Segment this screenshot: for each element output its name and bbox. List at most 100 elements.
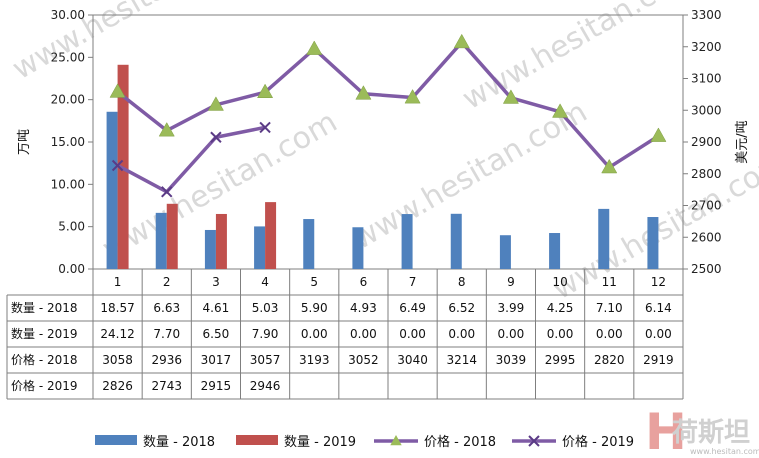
bar-2018-9 (499, 235, 511, 269)
price-2019-point-4 (259, 121, 271, 134)
table-cell: 6.50 (203, 327, 230, 341)
category-label-2: 2 (163, 275, 171, 289)
table-cell: 6.63 (153, 301, 180, 315)
table-cell: 4.93 (350, 301, 377, 315)
table-cell: 3214 (446, 353, 477, 367)
right-axis-tick-label: 3300 (691, 8, 722, 22)
x-marker-stroke (161, 186, 173, 198)
price-2018-point-4 (257, 83, 274, 99)
right-axis-tick-label: 2800 (691, 167, 722, 181)
table-cell: 24.12 (100, 327, 134, 341)
category-label-9: 9 (507, 275, 515, 289)
bar-2018-3 (204, 229, 216, 269)
category-label-12: 12 (651, 275, 666, 289)
price-2019-point-1 (111, 159, 124, 172)
price-2018-point-3 (207, 96, 224, 111)
lines (109, 33, 667, 198)
logo-text: 荷斯坦 (672, 418, 750, 448)
table-cell: 2743 (151, 379, 182, 393)
table-cell: 5.90 (301, 301, 328, 315)
price-2018-point-7 (404, 89, 421, 104)
legend-marker (528, 435, 540, 447)
table-cell: 3058 (102, 353, 133, 367)
category-label-3: 3 (212, 275, 220, 289)
x-marker-stroke (210, 131, 222, 143)
category-label-7: 7 (409, 275, 417, 289)
price-2019-point-3 (210, 131, 222, 143)
logo-url: www.hesitan.com (690, 447, 759, 456)
category-label-1: 1 (114, 275, 122, 289)
legend: 数量 - 2018 数量 - 2019 价格 - 2018 价格 - 2019 (95, 434, 634, 450)
table-cell: 0.00 (547, 327, 574, 341)
table-cell: 6.14 (645, 301, 672, 315)
logo: H 荷斯坦 www.hesitan.com (645, 403, 759, 458)
left-axis-tick-label: 0.00 (58, 262, 85, 276)
table-cell: 3039 (496, 353, 527, 367)
left-axis-tick-label: 30.00 (51, 8, 85, 22)
legend-label: 数量 - 2018 (143, 435, 215, 450)
bar-2018-4 (254, 226, 266, 269)
legend-label: 数量 - 2019 (284, 435, 356, 450)
price-line-2018 (116, 39, 660, 170)
bar-2019-2 (166, 203, 178, 269)
bar-2018-12 (647, 217, 659, 269)
watermark-text: www.hesitan.com (347, 94, 594, 257)
watermark-text: www.hesitan.com (7, 0, 254, 87)
legend-item-2: 数量 - 2019 (236, 435, 356, 450)
table-cell: 3040 (397, 353, 428, 367)
legend-swatch (236, 435, 278, 445)
price-2018-point-1 (109, 83, 126, 98)
category-label-11: 11 (602, 275, 617, 289)
category-label-10: 10 (552, 275, 567, 289)
left-axis-tick-label: 25.00 (51, 50, 85, 64)
table-row-header: 数量 - 2018 (11, 300, 78, 315)
bar-2018-2 (155, 212, 167, 269)
x-marker-stroke (111, 159, 124, 172)
bar-2019-3 (215, 213, 227, 269)
x-marker-stroke (259, 121, 271, 134)
table-cell: 3.99 (498, 301, 525, 315)
right-axis-tick-label: 3200 (691, 40, 722, 54)
axes: 0.00 5.00 10.00 15.00 20.00 25.00 30.00 2500 260… (17, 8, 750, 276)
right-axis-tick-label: 2700 (691, 199, 722, 213)
price-2018-point-12 (650, 127, 667, 142)
table-cell: 3057 (250, 353, 281, 367)
category-label-5: 5 (310, 275, 318, 289)
legend-item-4: 价格 - 2019 (512, 434, 634, 450)
table-cell: 2919 (643, 353, 674, 367)
right-axis-tick-label: 3100 (691, 72, 722, 86)
left-axis-tick-label: 10.00 (51, 177, 85, 191)
price-2018-point-11 (601, 158, 618, 174)
table-cell: 0.00 (350, 327, 377, 341)
table-cell: 0.00 (498, 327, 525, 341)
table-cell: 2936 (151, 353, 182, 367)
table-row-header: 价格 - 2018 (11, 352, 78, 367)
left-axis-title: 万吨 (17, 129, 32, 155)
legend-swatch (95, 435, 137, 445)
legend-label: 价格 - 2019 (562, 434, 634, 450)
bar-2018-6 (352, 227, 364, 269)
table-row-header: 数量 - 2019 (11, 326, 78, 341)
right-axis-tick-label: 3000 (691, 103, 722, 117)
logo-mark: H (645, 403, 687, 458)
price-2018-point-8 (453, 33, 470, 49)
table-cell: 7.90 (252, 327, 279, 341)
bar-2018-11 (598, 208, 610, 269)
table-cell: 18.57 (100, 301, 134, 315)
table-cell: 0.00 (301, 327, 328, 341)
right-axis-tick-label: 2900 (691, 135, 722, 149)
table-row-header: 价格 - 2019 (11, 378, 78, 393)
table-cell: 0.00 (645, 327, 672, 341)
left-axis-tick-label: 15.00 (51, 135, 85, 149)
bar-2018-8 (450, 213, 462, 269)
table-cell: 3193 (299, 353, 330, 367)
left-axis-tick-label: 20.00 (51, 93, 85, 107)
table-cell: 6.52 (448, 301, 475, 315)
watermark-text: www.hesitan.com (457, 0, 704, 117)
legend-item-3: 价格 - 2018 (374, 434, 496, 450)
table-cell: 0.00 (448, 327, 475, 341)
bar-2019-4 (265, 202, 277, 269)
bar-2018-5 (303, 219, 315, 269)
category-label-6: 6 (360, 275, 368, 289)
